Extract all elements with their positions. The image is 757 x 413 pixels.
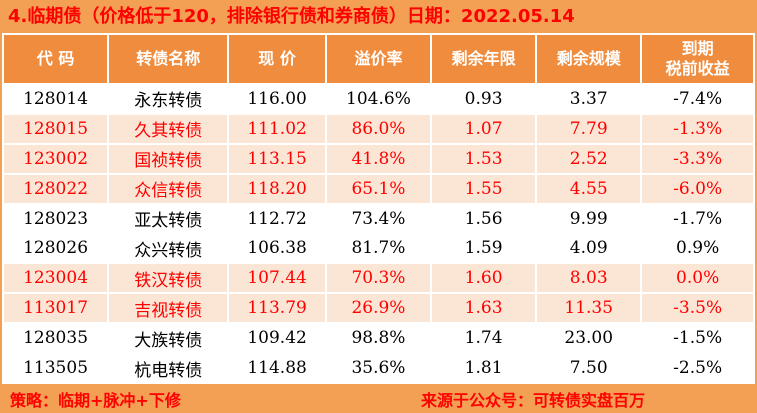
table-cell: 128014 (1, 83, 110, 115)
column-header: 剩余年限 (430, 33, 538, 85)
table-cell: 106.38 (227, 232, 327, 265)
column-header: 代 码 (1, 33, 110, 85)
table-cell: 国祯转债 (107, 142, 230, 175)
table-cell: 3.37 (535, 83, 643, 115)
table-cell: 众兴转债 (107, 232, 230, 265)
table-row: 128035 大族转债 109.42 98.8% 1.74 23.00 -1.5% (1, 322, 755, 355)
table-cell: -2.5% (640, 352, 755, 384)
table-cell: 41.8% (324, 142, 433, 175)
table-row: 128015 久其转债 111.02 86.0% 1.07 7.79 -1.3% (1, 112, 755, 145)
table-cell: 1.63 (430, 292, 538, 325)
table-cell: -3.5% (640, 292, 755, 325)
table-cell: 久其转债 (107, 112, 230, 145)
strategy-label: 策略：临期+脉冲+下修 (10, 390, 181, 410)
table-row: 123002 国祯转债 113.15 41.8% 1.53 2.52 -3.3% (1, 142, 755, 175)
table-cell: 116.00 (227, 83, 327, 115)
table-cell: 26.9% (324, 292, 433, 325)
table-cell: -7.4% (640, 83, 755, 115)
table-cell: 7.50 (535, 352, 643, 384)
table-cell: 1.07 (430, 112, 538, 145)
table-cell: 114.88 (227, 352, 327, 384)
table-cell: 128035 (1, 322, 110, 355)
table-cell: 113.79 (227, 292, 327, 325)
table-row: 123004 铁汉转债 107.44 70.3% 1.60 8.03 0.0% (1, 262, 755, 295)
table-row: 128022 众信转债 118.20 65.1% 1.55 4.55 -6.0% (1, 172, 755, 205)
table-cell: 大族转债 (107, 322, 230, 355)
table-row: 128023 亚太转债 112.72 73.4% 1.56 9.99 -1.7% (1, 202, 755, 235)
page-title: 4.临期债（价格低于120，排除银行债和券商债）日期：2022.05.14 (8, 6, 575, 27)
source-label: 来源于公众号：可转债实盘百万 (420, 390, 645, 410)
bond-table: 代 码转债名称现 价溢价率 剩余年限 剩余规模 到期 税前收益 128014 永东转债 1… (1, 33, 755, 384)
table-cell: 128023 (1, 202, 110, 235)
table-cell: 铁汉转债 (107, 262, 230, 295)
table-row: 113505 杭电转债 114.88 35.6% 1.81 7.50 -2.5% (1, 352, 755, 384)
table-cell: 0.0% (640, 262, 755, 295)
table-cell: 113017 (1, 292, 110, 325)
table-cell: 98.8% (324, 322, 433, 355)
table-cell: 104.6% (324, 83, 433, 115)
table-cell: 73.4% (324, 202, 433, 235)
column-header: 转债名称 (107, 33, 230, 85)
table-cell: 1.60 (430, 262, 538, 295)
table-cell: 81.7% (324, 232, 433, 265)
table-row: 113017 吉视转债 113.79 26.9% 1.63 11.35 -3.5% (1, 292, 755, 325)
table-row: 128026 众兴转债 106.38 81.7% 1.59 4.09 0.9% (1, 232, 755, 265)
table-cell: 112.72 (227, 202, 327, 235)
table-cell: 86.0% (324, 112, 433, 145)
table-body: 128014 永东转债 116.00 104.6% 0.93 3.37 -7.4% 12801… (1, 83, 755, 384)
table-cell: 107.44 (227, 262, 327, 295)
table-cell: 1.81 (430, 352, 538, 384)
table-cell: 113.15 (227, 142, 327, 175)
table-cell: 亚太转债 (107, 202, 230, 235)
table-cell: 0.93 (430, 83, 538, 115)
table-cell: 123002 (1, 142, 110, 175)
table-cell: 吉视转债 (107, 292, 230, 325)
table-cell: 23.00 (535, 322, 643, 355)
table-cell: 1.74 (430, 322, 538, 355)
table-cell: 1.56 (430, 202, 538, 235)
table-cell: 113505 (1, 352, 110, 384)
table-cell: -6.0% (640, 172, 755, 205)
table-cell: 7.79 (535, 112, 643, 145)
table-container: 代 码转债名称现 价溢价率 剩余年限 剩余规模 到期 税前收益 128014 永东转债 1… (0, 33, 757, 384)
table-cell: 11.35 (535, 292, 643, 325)
table-cell: 111.02 (227, 112, 327, 145)
table-cell: 0.9% (640, 232, 755, 265)
table-cell: -1.5% (640, 322, 755, 355)
table-cell: 118.20 (227, 172, 327, 205)
column-header: 溢价率 (324, 33, 433, 85)
header-row: 代 码转债名称现 价溢价率 剩余年限 剩余规模 到期 税前收益 (1, 33, 755, 85)
table-cell: 65.1% (324, 172, 433, 205)
column-header: 到期 税前收益 (640, 33, 755, 85)
table-cell: 永东转债 (107, 83, 230, 115)
table-cell: 128022 (1, 172, 110, 205)
table-cell: 4.55 (535, 172, 643, 205)
table-cell: 9.99 (535, 202, 643, 235)
table-cell: 35.6% (324, 352, 433, 384)
table-cell: -1.3% (640, 112, 755, 145)
table-cell: -1.7% (640, 202, 755, 235)
column-header: 现 价 (227, 33, 327, 85)
table-cell: 1.59 (430, 232, 538, 265)
table-cell: 70.3% (324, 262, 433, 295)
footer: 策略：临期+脉冲+下修 来源于公众号：可转债实盘百万 (0, 384, 757, 413)
table-cell: 128015 (1, 112, 110, 145)
table-cell: 杭电转债 (107, 352, 230, 384)
table-header: 代 码转债名称现 价溢价率 剩余年限 剩余规模 到期 税前收益 (1, 33, 755, 85)
table-cell: 8.03 (535, 262, 643, 295)
table-cell: 128026 (1, 232, 110, 265)
table-cell: 2.52 (535, 142, 643, 175)
table-cell: -3.3% (640, 142, 755, 175)
table-cell: 1.53 (430, 142, 538, 175)
table-cell: 4.09 (535, 232, 643, 265)
table-cell: 109.42 (227, 322, 327, 355)
table-cell: 123004 (1, 262, 110, 295)
table-cell: 1.55 (430, 172, 538, 205)
table-cell: 众信转债 (107, 172, 230, 205)
table-row: 128014 永东转债 116.00 104.6% 0.93 3.37 -7.4% (1, 83, 755, 115)
column-header: 剩余规模 (535, 33, 643, 85)
